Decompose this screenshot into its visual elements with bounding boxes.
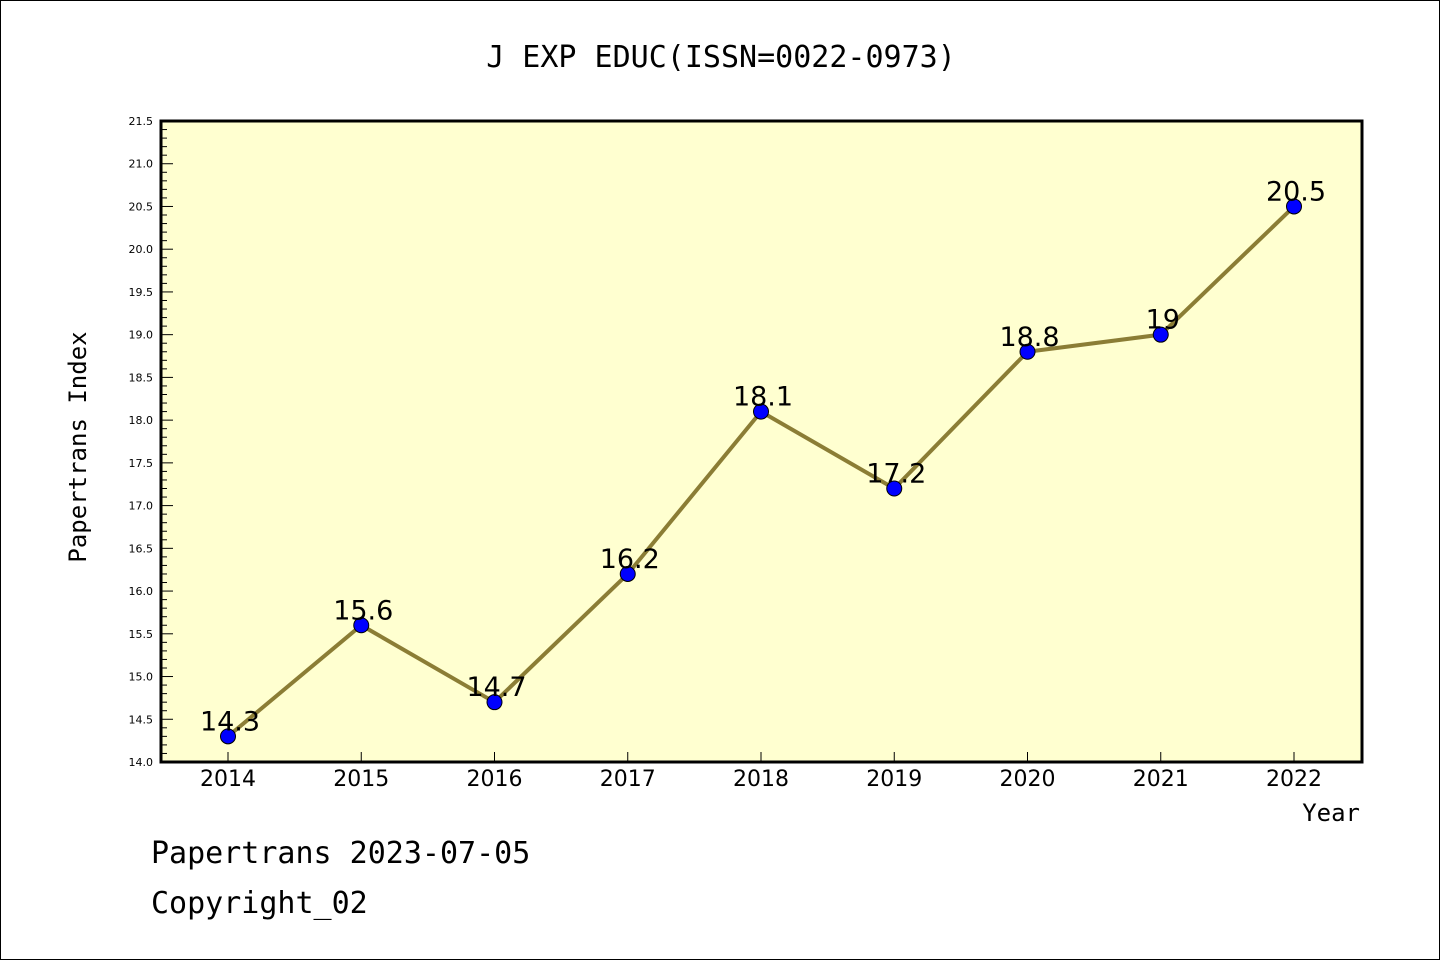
y-tick-label: 15.0 [129, 671, 154, 684]
x-tick-label: 2017 [600, 767, 656, 792]
data-label: 14.3 [200, 706, 260, 737]
plot-area [161, 121, 1362, 762]
data-label: 20.5 [1266, 176, 1326, 207]
y-tick-label: 20.5 [129, 200, 154, 213]
y-tick-label: 16.5 [129, 542, 154, 555]
data-label: 19 [1146, 305, 1180, 336]
y-tick-label: 21.0 [129, 158, 154, 171]
data-label: 18.8 [999, 322, 1059, 353]
x-axis-ticks: 2014 2015 2016 2017 2018 2019 2020 2021 2022 [200, 752, 1322, 792]
y-tick-label: 16.0 [129, 585, 154, 598]
data-point [353, 617, 370, 634]
y-tick-label: 17.0 [129, 500, 154, 513]
x-tick-label: 2016 [467, 767, 523, 792]
x-tick-label: 2014 [200, 767, 256, 792]
plot-border [159, 119, 1364, 764]
y-tick-label: 15.5 [129, 628, 154, 641]
data-point [886, 480, 903, 497]
y-tick-label: 19.0 [129, 329, 154, 342]
x-tick-label: 2019 [866, 767, 922, 792]
x-tick-label: 2015 [333, 767, 389, 792]
data-point [486, 694, 503, 711]
x-tick-label: 2018 [733, 767, 789, 792]
data-point [1286, 198, 1302, 215]
chart-title: J EXP EDUC(ISSN=0022-0973) [486, 40, 956, 75]
series-group: 14.3 15.6 14.7 16.2 18.1 17.2 18.8 19 20.5 [200, 176, 1326, 745]
y-axis-label: Papertrans Index [64, 331, 92, 562]
footer-date-text: Papertrans 2023-07-05 [151, 836, 531, 871]
data-label: 18.1 [733, 382, 793, 413]
data-label: 16.2 [600, 544, 660, 575]
data-label: 15.6 [333, 595, 393, 626]
x-tick-label: 2020 [1000, 767, 1056, 792]
data-label: 17.2 [866, 459, 926, 490]
y-tick-label: 21.5 [129, 115, 154, 128]
data-label: 14.7 [466, 672, 526, 703]
y-tick-label: 20.0 [129, 243, 154, 256]
data-point [1152, 326, 1169, 343]
x-tick-label: 2021 [1133, 767, 1189, 792]
y-tick-label: 14.0 [129, 756, 154, 769]
footer-copyright-text: Copyright_02 [151, 886, 368, 921]
y-axis-ticks: 14.0 14.5 15.0 15.5 16.0 16.5 17.0 17.5 18.0 18.5… [129, 115, 173, 769]
y-tick-label: 18.5 [129, 371, 154, 384]
data-point [619, 565, 636, 582]
x-axis-label: Year [1302, 799, 1360, 827]
data-point [220, 728, 236, 745]
data-point [1019, 343, 1036, 360]
data-point [753, 403, 769, 420]
y-tick-label: 18.0 [129, 414, 154, 427]
y-tick-label: 17.5 [129, 457, 154, 470]
y-tick-label: 19.5 [129, 286, 154, 299]
y-tick-label: 14.5 [129, 713, 154, 726]
x-tick-label: 2022 [1266, 767, 1322, 792]
